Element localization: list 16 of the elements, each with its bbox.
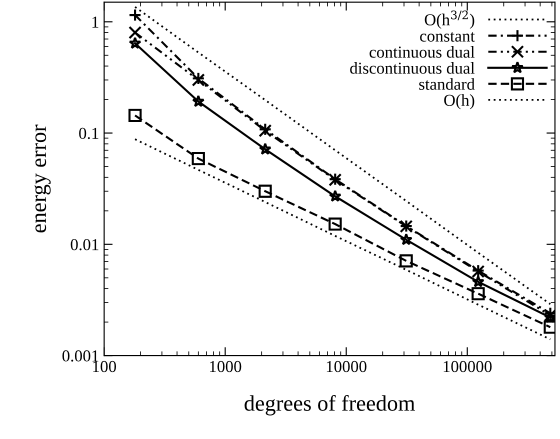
legend-label: O(h$^{3/2}$) bbox=[424, 10, 474, 29]
y-axis-title: energy error bbox=[34, 124, 51, 232]
x-tick-label: 100 bbox=[93, 360, 116, 372]
x-tick-label: 1000 bbox=[210, 360, 242, 372]
y-tick-label: 0.01 bbox=[70, 239, 98, 250]
y-tick-label: 1 bbox=[92, 16, 98, 28]
legend-label: continuous dual bbox=[370, 46, 475, 58]
x-tick-label: 10000 bbox=[326, 360, 366, 372]
legend-label: O(h) bbox=[444, 94, 474, 110]
y-tick-label: 0.001 bbox=[62, 350, 98, 362]
legend-label: standard bbox=[419, 78, 475, 90]
x-tick-label: 100000 bbox=[444, 360, 492, 372]
legend-label: discontinuous dual bbox=[350, 62, 475, 74]
y-tick-label: 0.1 bbox=[79, 128, 98, 140]
x-axis-title: degrees of freedom bbox=[244, 395, 415, 416]
legend-label: constant bbox=[420, 32, 475, 42]
